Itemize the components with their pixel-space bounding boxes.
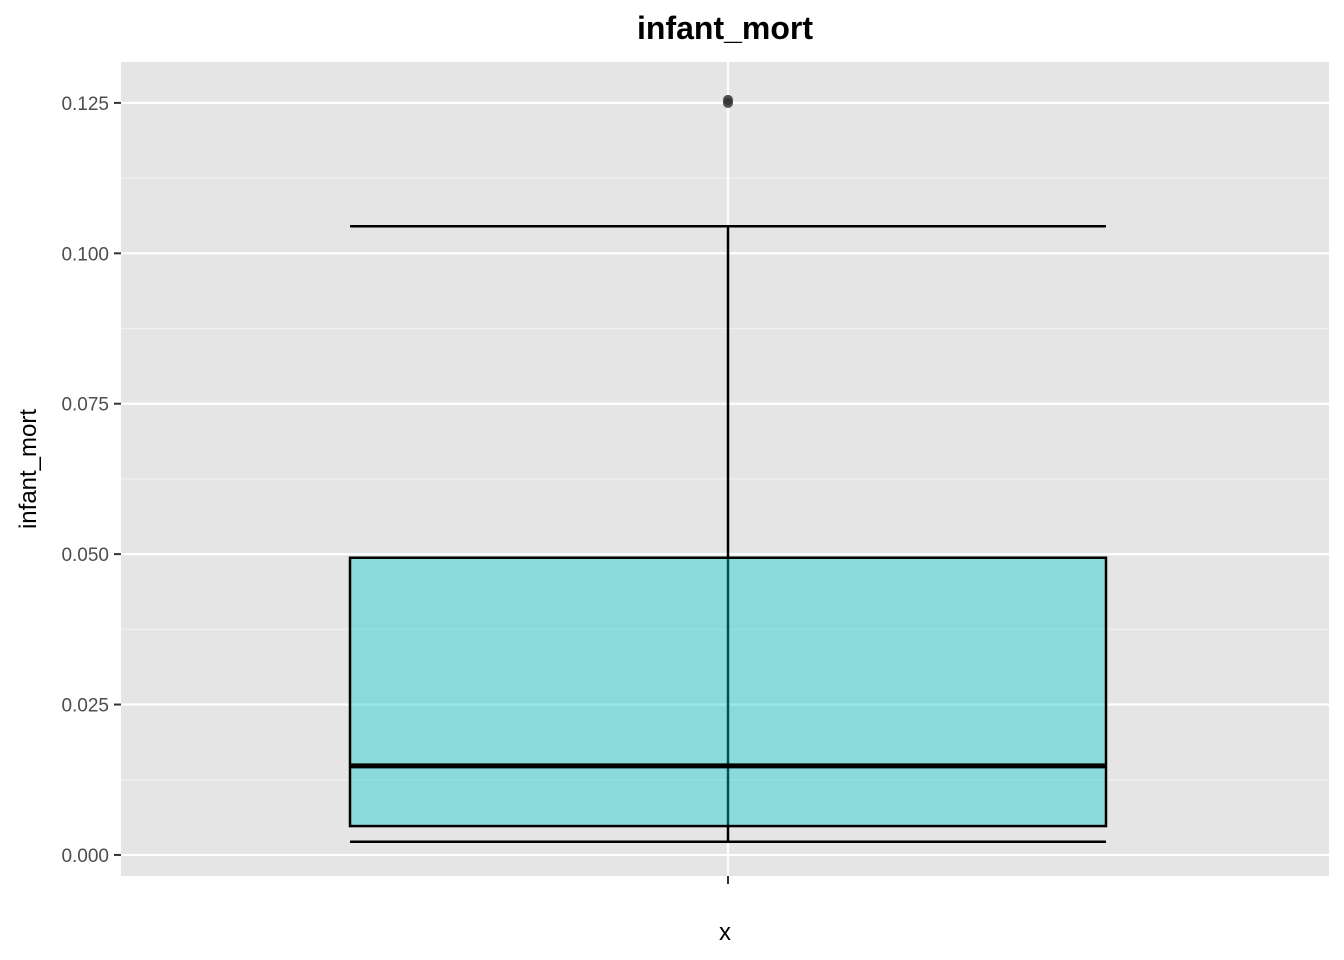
y-axis-label: infant_mort	[15, 409, 42, 529]
box-iqr	[348, 556, 1108, 828]
y-tick-label: 0.025	[61, 696, 109, 717]
y-tick-label: 0.000	[61, 846, 109, 867]
x-axis-label: x	[719, 919, 731, 946]
outlier-point	[723, 94, 733, 105]
y-tick-label: 0.125	[61, 94, 109, 115]
chart-title: infant_mort	[637, 10, 813, 46]
y-tick-label: 0.050	[61, 545, 109, 566]
axes: 0.000 0.025 0.050 0.075 0.100 0.125	[61, 94, 729, 884]
y-tick-label: 0.075	[61, 395, 109, 416]
box-marks	[348, 94, 1108, 843]
plot-panel	[121, 62, 1329, 876]
y-tick-label: 0.100	[61, 244, 109, 265]
